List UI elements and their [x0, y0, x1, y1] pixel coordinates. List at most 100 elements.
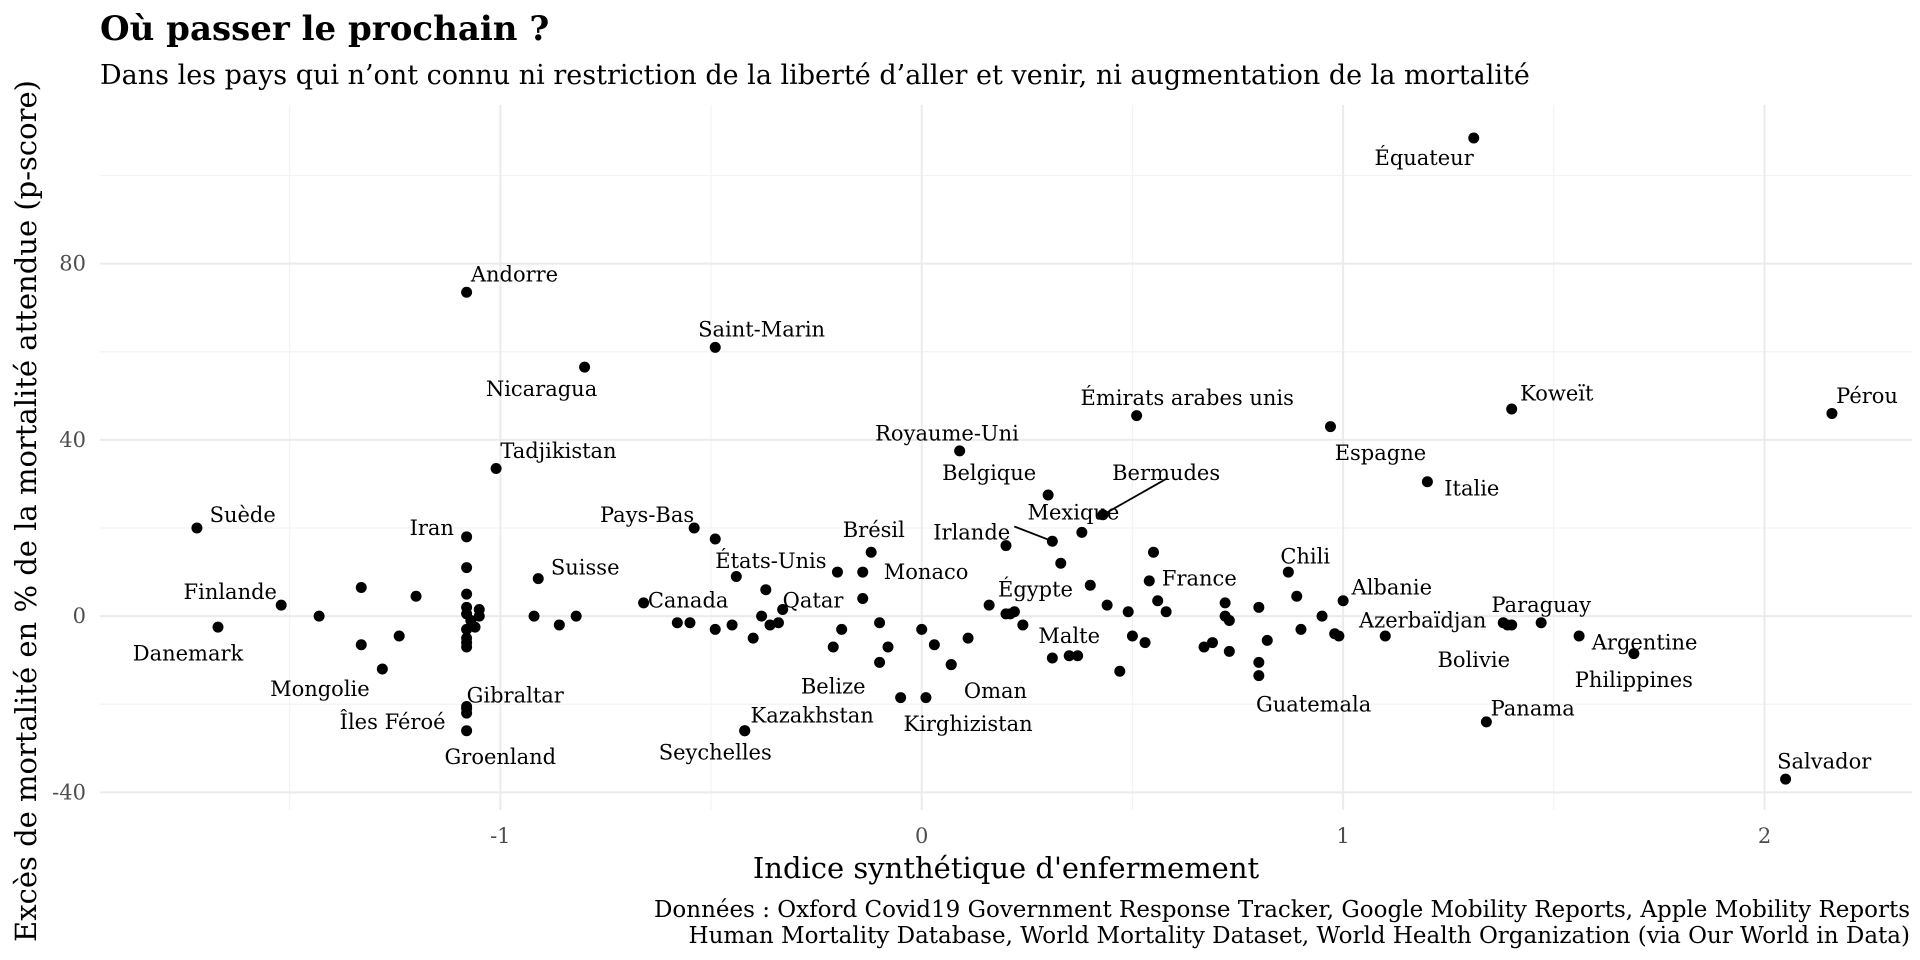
- data-point: [461, 637, 473, 649]
- data-point: [376, 663, 388, 675]
- point-label: Canada: [648, 589, 729, 613]
- data-point: [857, 593, 869, 604]
- data-point: [983, 599, 995, 611]
- chart-title: Où passer le prochain ?: [100, 9, 549, 49]
- data-point: [1076, 526, 1088, 538]
- y-tick-label: -40: [52, 780, 86, 804]
- data-point: [684, 617, 696, 629]
- data-point: [1253, 670, 1265, 682]
- data-point: [760, 584, 772, 596]
- point-label: Mexique: [1027, 501, 1119, 525]
- data-point: [1826, 407, 1838, 419]
- point-label: Îles Féroé: [340, 710, 446, 734]
- data-point: [1206, 637, 1218, 649]
- point-label: Mongolie: [270, 677, 370, 701]
- data-point: [1219, 597, 1231, 609]
- data-point: [831, 566, 843, 578]
- data-point: [874, 656, 886, 668]
- data-point: [857, 566, 869, 578]
- data-point: [1291, 590, 1303, 602]
- data-point: [490, 463, 502, 475]
- data-point: [920, 692, 932, 704]
- data-point: [1152, 595, 1164, 607]
- data-point: [1468, 132, 1480, 144]
- point-label: Qatar: [783, 589, 845, 613]
- point-label: Émirats arabes unis: [1081, 386, 1294, 410]
- data-point: [709, 533, 721, 545]
- data-point: [461, 707, 473, 719]
- x-tick-label: -1: [490, 824, 510, 848]
- data-point: [1628, 648, 1640, 660]
- data-point: [461, 562, 473, 574]
- point-label: Brésil: [843, 518, 905, 542]
- point-label: Seychelles: [659, 741, 772, 765]
- data-point: [1421, 476, 1433, 488]
- point-label: Suisse: [551, 556, 620, 580]
- data-point: [313, 610, 325, 622]
- data-point: [928, 639, 940, 651]
- point-label: Koweït: [1520, 382, 1594, 406]
- point-label: France: [1162, 567, 1237, 591]
- data-point: [1046, 535, 1058, 547]
- point-label: Albanie: [1351, 575, 1433, 599]
- data-points: [191, 132, 1838, 785]
- y-axis-ticks: -40 0 40 80: [52, 252, 86, 805]
- point-label: Finlande: [184, 580, 277, 604]
- y-tick-label: 40: [59, 428, 86, 452]
- data-point: [827, 641, 839, 653]
- data-point: [393, 630, 405, 642]
- leader-line: [1013, 525, 1053, 543]
- data-point: [1126, 630, 1138, 642]
- point-label: Bermudes: [1112, 461, 1220, 485]
- data-point: [473, 610, 485, 622]
- point-label: Iran: [410, 516, 454, 540]
- data-point: [461, 588, 473, 600]
- point-label: Kirghizistan: [903, 712, 1032, 736]
- data-point: [1147, 546, 1159, 558]
- point-label: Danemark: [133, 642, 244, 666]
- point-label: Tadjikistan: [500, 439, 616, 463]
- x-axis-ticks: -1 0 1 2: [490, 824, 1771, 848]
- point-label: Irlande: [933, 520, 1010, 544]
- data-point: [1506, 619, 1518, 631]
- data-point: [410, 590, 422, 602]
- point-label: États-Unis: [715, 549, 826, 573]
- point-label: Salvador: [1777, 750, 1872, 774]
- x-axis-title: Indice synthétique d'enfermement: [753, 851, 1260, 885]
- data-point: [1573, 630, 1585, 642]
- data-point: [882, 641, 894, 653]
- data-point: [355, 581, 367, 593]
- point-label: Kazakhstan: [751, 703, 874, 727]
- data-point: [1324, 421, 1336, 433]
- data-point: [1046, 652, 1058, 664]
- chart-subtitle: Dans les pays qui n’ont connu ni restric…: [100, 60, 1530, 91]
- data-point: [1337, 595, 1349, 607]
- point-label: Nicaragua: [486, 377, 597, 401]
- data-point: [1131, 410, 1143, 422]
- data-point: [945, 659, 957, 671]
- point-label: Belize: [801, 675, 866, 699]
- data-point: [1139, 637, 1151, 649]
- data-point: [638, 597, 650, 609]
- data-point: [1480, 716, 1492, 728]
- data-point: [1084, 579, 1096, 591]
- data-point: [1063, 650, 1075, 662]
- data-point: [1316, 610, 1328, 622]
- point-label: Oman: [964, 679, 1027, 703]
- data-point: [895, 692, 907, 704]
- data-point: [747, 632, 759, 644]
- data-point: [916, 623, 928, 635]
- data-point: [1198, 641, 1210, 653]
- data-point: [1223, 645, 1235, 657]
- data-point: [1261, 634, 1273, 646]
- data-point: [709, 341, 721, 353]
- data-point: [461, 623, 473, 635]
- data-point: [528, 610, 540, 622]
- data-point: [1114, 665, 1126, 677]
- data-point: [553, 619, 565, 631]
- data-point: [570, 610, 582, 622]
- data-point: [1101, 599, 1113, 611]
- data-point: [874, 617, 886, 629]
- point-labels: Équateur Andorre Saint-Marin Nicaragua Émira…: [133, 146, 1898, 774]
